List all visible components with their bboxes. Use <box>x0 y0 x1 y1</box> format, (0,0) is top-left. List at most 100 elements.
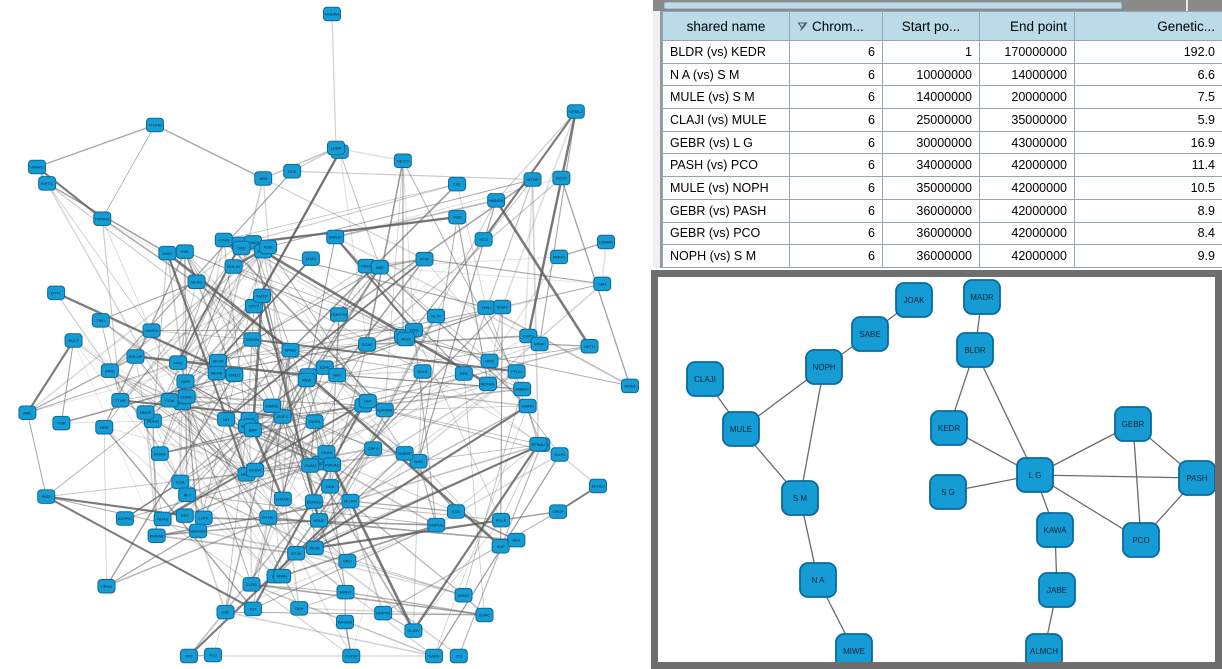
network-node[interactable]: LHAOD <box>273 491 292 507</box>
network-node[interactable]: PPG <box>169 355 188 370</box>
network-node[interactable]: DLH <box>290 601 309 616</box>
network-node[interactable]: ENNJF <box>326 229 345 245</box>
network-node[interactable]: FPTEL <box>259 510 278 525</box>
network-node[interactable]: FWUAC <box>323 457 342 472</box>
table-row[interactable]: GEBR (vs) PCO 6 36000000 42000000 8.4 <box>662 221 1222 246</box>
network-node[interactable]: RDT <box>175 508 194 523</box>
network-node[interactable]: ITSR <box>52 415 71 431</box>
network-node[interactable]: CPKH <box>97 578 116 594</box>
network-node[interactable]: IWD <box>328 367 347 383</box>
network-node[interactable]: PFPWG <box>93 211 112 226</box>
network-node-CLAJI[interactable]: CLAJI <box>686 361 724 397</box>
network-node-NOPH[interactable]: NOPH <box>805 349 843 385</box>
network-node[interactable]: EGLOP <box>126 349 145 364</box>
network-node[interactable]: NUFG <box>305 414 324 429</box>
network-node[interactable]: GGHIN <box>243 332 262 347</box>
network-node-JOAK[interactable]: JOAK <box>895 282 933 318</box>
network-node[interactable]: OADJ <box>225 367 244 382</box>
network-node[interactable]: ROAG <box>150 446 169 461</box>
network-node[interactable]: SLHN <box>550 447 569 462</box>
network-node[interactable]: PDLP <box>492 512 511 528</box>
network-node[interactable]: OUAN <box>301 458 320 473</box>
table-row[interactable]: GEBR (vs) PASH 6 36000000 42000000 8.9 <box>662 198 1222 223</box>
network-node[interactable]: CWNH <box>518 398 537 414</box>
network-node[interactable]: HHT <box>358 393 377 409</box>
network-node[interactable]: AWL <box>18 405 37 420</box>
network-node[interactable]: RSW <box>297 372 316 388</box>
network-node[interactable]: EIPTG <box>38 176 57 191</box>
network-node[interactable]: DRPTN <box>374 605 393 621</box>
network-node[interactable]: MHDAA <box>323 6 341 22</box>
network-node[interactable]: AINC <box>100 363 119 378</box>
large-network-canvas[interactable]: CRFG IRGF KKNG NJM RTW CUPU MCJFF RGLIH DABN RULT… <box>0 0 650 669</box>
network-node[interactable]: EGRC <box>475 607 494 623</box>
network-node[interactable]: ROAB <box>153 511 172 527</box>
table-row[interactable]: N A (vs) S M 6 10000000 14000000 6.6 <box>662 62 1222 87</box>
network-node[interactable]: BOJO <box>552 170 571 186</box>
network-node[interactable]: WOFC <box>273 409 292 424</box>
network-node[interactable]: ABBEK <box>513 381 532 397</box>
network-node-KEDR[interactable]: KEDR <box>930 410 968 446</box>
network-node[interactable]: ASIB <box>259 239 278 255</box>
network-node[interactable]: MIMOE <box>263 398 282 414</box>
network-node[interactable]: RMNO <box>550 249 569 265</box>
network-node[interactable]: HNG <box>480 353 499 369</box>
network-node-JABE[interactable]: JABE <box>1038 572 1076 608</box>
horizontal-scrollbar[interactable] <box>653 0 1222 11</box>
network-node[interactable]: TPC <box>179 648 198 664</box>
network-node[interactable]: HCU <box>474 232 493 247</box>
network-node[interactable]: NRMLJ <box>566 104 585 119</box>
table-row[interactable]: MULE (vs) S M 6 14000000 20000000 7.5 <box>662 85 1222 110</box>
network-node-MIWE[interactable]: MIWE <box>835 633 873 662</box>
network-node[interactable]: JTJ <box>449 648 468 664</box>
network-node[interactable]: AFB <box>254 171 273 186</box>
network-node[interactable]: OMPUU <box>427 517 446 533</box>
network-node[interactable]: HWL <box>175 244 194 259</box>
network-node[interactable]: WTSN <box>523 172 542 187</box>
network-node[interactable]: TTUR <box>111 393 130 408</box>
network-node[interactable]: DDB <box>321 479 340 494</box>
network-node[interactable]: KKNG <box>454 587 473 603</box>
network-node[interactable]: ECM <box>160 392 179 408</box>
network-node[interactable]: MCJFF <box>341 493 360 509</box>
network-node[interactable]: NLTK <box>427 308 446 324</box>
column-header-end-point[interactable]: End point <box>979 11 1075 41</box>
network-node[interactable]: HBGGM <box>189 523 208 539</box>
network-edge-BLDR-LG[interactable] <box>974 349 1036 476</box>
network-node[interactable]: LIH <box>217 412 236 427</box>
network-node[interactable]: OETO <box>580 338 599 354</box>
network-node[interactable]: FUJ <box>204 647 222 663</box>
network-node[interactable]: DTTL <box>47 285 66 301</box>
network-node[interactable]: BOFWL <box>478 376 497 392</box>
table-row[interactable]: NOPH (vs) S M 6 36000000 42000000 9.9 <box>662 244 1222 268</box>
network-node-LG[interactable]: L G <box>1016 457 1054 493</box>
network-node[interactable]: HMNGS <box>487 193 506 208</box>
network-node[interactable]: SKJW <box>209 353 228 369</box>
network-node[interactable]: OTJH <box>287 546 306 561</box>
network-node[interactable]: IKEE <box>448 209 467 225</box>
network-node[interactable]: CGL <box>448 176 467 192</box>
network-node[interactable]: MEAB <box>207 365 226 381</box>
network-node[interactable]: EWHT <box>336 584 355 600</box>
network-node[interactable]: KCA <box>171 474 190 490</box>
network-node-SG[interactable]: S G <box>929 474 967 510</box>
network-node[interactable]: MLOG <box>187 274 206 290</box>
network-node-GEBR[interactable]: GEBR <box>1114 406 1152 442</box>
network-node[interactable]: WFSHS <box>336 614 354 630</box>
network-node-MADR[interactable]: MADR <box>963 279 1001 315</box>
network-node-SM[interactable]: S M <box>781 480 819 516</box>
network-node[interactable]: PUCW <box>342 648 361 664</box>
network-node[interactable]: RGLIH <box>224 259 243 274</box>
network-node[interactable]: BWMW <box>147 528 166 543</box>
network-node[interactable]: RPA <box>454 366 473 381</box>
network-node[interactable]: OOAE <box>358 337 377 352</box>
network-node[interactable]: LUTK <box>194 510 213 526</box>
network-node[interactable]: AKSM <box>621 378 639 394</box>
network-node[interactable]: NDCR <box>136 405 155 420</box>
network-node[interactable]: BRP <box>243 422 262 438</box>
network-node[interactable]: ELDG <box>242 577 261 592</box>
network-node-BLDR[interactable]: BLDR <box>956 332 994 368</box>
network-node[interactable]: LDAJ <box>301 251 320 266</box>
column-header-chrom---[interactable]: Chrom... <box>789 11 883 41</box>
table-row[interactable]: BLDR (vs) KEDR 6 1 170000000 192.0 <box>662 40 1222 64</box>
